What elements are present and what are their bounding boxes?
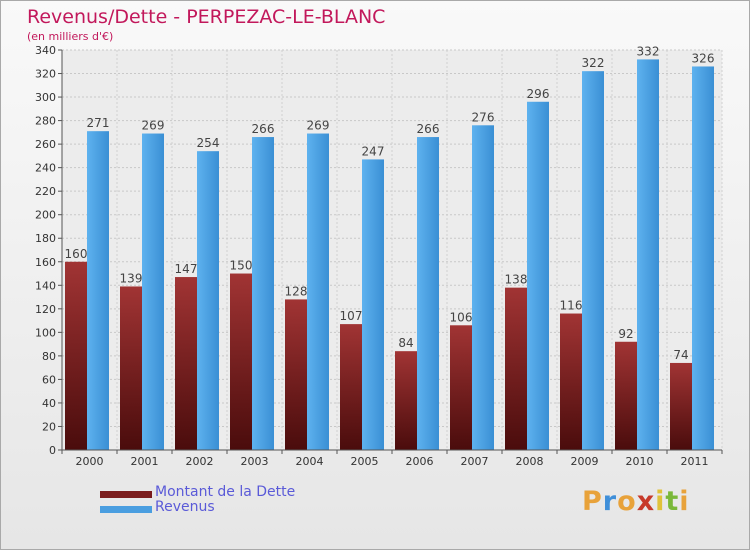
y-tick-label: 140 <box>35 279 56 292</box>
data-label-revenus: 266 <box>417 122 440 136</box>
y-tick-label: 180 <box>35 232 56 245</box>
y-tick-label: 0 <box>49 444 56 457</box>
data-label-revenus: 269 <box>142 119 165 133</box>
logo-letter: t <box>665 486 680 517</box>
x-tick-label: 2007 <box>461 455 489 468</box>
bar-dette <box>285 299 307 450</box>
data-label-revenus: 271 <box>87 116 110 130</box>
chart-subtitle: (en milliers d'€) <box>27 30 114 43</box>
data-label-dette: 150 <box>230 259 253 273</box>
bar-dette <box>450 325 472 450</box>
bar-dette <box>505 287 527 450</box>
x-tick-label: 2009 <box>571 455 599 468</box>
bar-revenus <box>527 101 549 450</box>
y-tick-label: 240 <box>35 162 56 175</box>
logo-letter: x <box>636 486 656 517</box>
x-tick-label: 2011 <box>681 455 709 468</box>
x-tick-label: 2005 <box>351 455 379 468</box>
data-label-dette: 92 <box>618 327 633 341</box>
data-label-revenus: 296 <box>527 87 550 101</box>
data-label-revenus: 332 <box>637 44 660 58</box>
data-label-revenus: 322 <box>582 56 605 70</box>
logo-letter: i <box>679 486 690 517</box>
bar-dette <box>395 351 417 450</box>
data-label-dette: 128 <box>285 284 308 298</box>
data-label-dette: 116 <box>560 299 583 313</box>
bar-dette <box>560 313 582 450</box>
x-tick-label: 2000 <box>76 455 104 468</box>
y-tick-label: 100 <box>35 326 56 339</box>
bar-dette <box>615 341 637 450</box>
data-label-revenus: 254 <box>197 136 220 150</box>
data-label-dette: 107 <box>340 309 363 323</box>
x-tick-label: 2008 <box>516 455 544 468</box>
bar-revenus <box>417 137 439 450</box>
bar-revenus <box>252 137 274 450</box>
data-label-dette: 138 <box>505 273 528 287</box>
bar-revenus <box>362 159 384 451</box>
data-label-revenus: 247 <box>362 144 385 158</box>
data-label-dette: 106 <box>450 310 473 324</box>
y-tick-label: 260 <box>35 138 56 151</box>
x-tick-label: 2001 <box>131 455 159 468</box>
x-tick-label: 2010 <box>626 455 654 468</box>
logo-letter: r <box>602 486 618 517</box>
legend-label-dette: Montant de la Dette <box>155 484 296 500</box>
y-tick-label: 40 <box>42 397 56 410</box>
logo-letter: i <box>655 486 666 517</box>
bar-dette <box>230 273 252 450</box>
data-label-revenus: 269 <box>307 119 330 133</box>
y-tick-label: 200 <box>35 209 56 222</box>
y-tick-label: 220 <box>35 185 56 198</box>
bar-dette <box>120 286 142 450</box>
bar-revenus <box>197 151 219 451</box>
x-tick-label: 2004 <box>296 455 324 468</box>
y-tick-label: 160 <box>35 256 56 269</box>
logo-letter: P <box>582 486 603 517</box>
bar-revenus <box>637 59 659 450</box>
bar-revenus <box>142 133 164 450</box>
bar-revenus <box>582 71 604 451</box>
y-tick-label: 20 <box>42 420 56 433</box>
chart-title: Revenus/Dette - PERPEZAC-LE-BLANC <box>27 6 386 28</box>
data-label-dette: 147 <box>175 262 198 276</box>
data-label-dette: 84 <box>398 336 413 350</box>
logo-letter: o <box>617 486 637 517</box>
y-tick-label: 60 <box>42 373 56 386</box>
y-tick-label: 80 <box>42 350 56 363</box>
y-tick-label: 120 <box>35 303 56 316</box>
x-tick-label: 2006 <box>406 455 434 468</box>
y-tick-label: 320 <box>35 68 56 81</box>
data-label-dette: 160 <box>65 247 88 261</box>
legend-label-revenus: Revenus <box>155 499 215 515</box>
legend-swatch-revenus <box>100 506 152 513</box>
bar-dette <box>340 324 362 450</box>
y-tick-label: 340 <box>35 44 56 57</box>
bar-revenus <box>87 131 109 451</box>
x-tick-label: 2002 <box>186 455 214 468</box>
bar-dette <box>670 362 692 450</box>
proxiti-logo: Proxiti <box>582 486 690 517</box>
bar-dette <box>65 261 87 450</box>
bar-revenus <box>307 133 329 450</box>
bar-revenus <box>692 66 714 451</box>
data-label-revenus: 266 <box>252 122 275 136</box>
bar-revenus <box>472 125 494 450</box>
x-tick-label: 2003 <box>241 455 269 468</box>
data-label-revenus: 326 <box>692 51 715 65</box>
legend-swatch-dette <box>100 491 152 498</box>
y-tick-label: 300 <box>35 91 56 104</box>
data-label-dette: 74 <box>673 348 688 362</box>
data-label-dette: 139 <box>120 271 143 285</box>
bar-dette <box>175 277 197 450</box>
data-label-revenus: 276 <box>472 110 495 124</box>
y-tick-label: 280 <box>35 115 56 128</box>
